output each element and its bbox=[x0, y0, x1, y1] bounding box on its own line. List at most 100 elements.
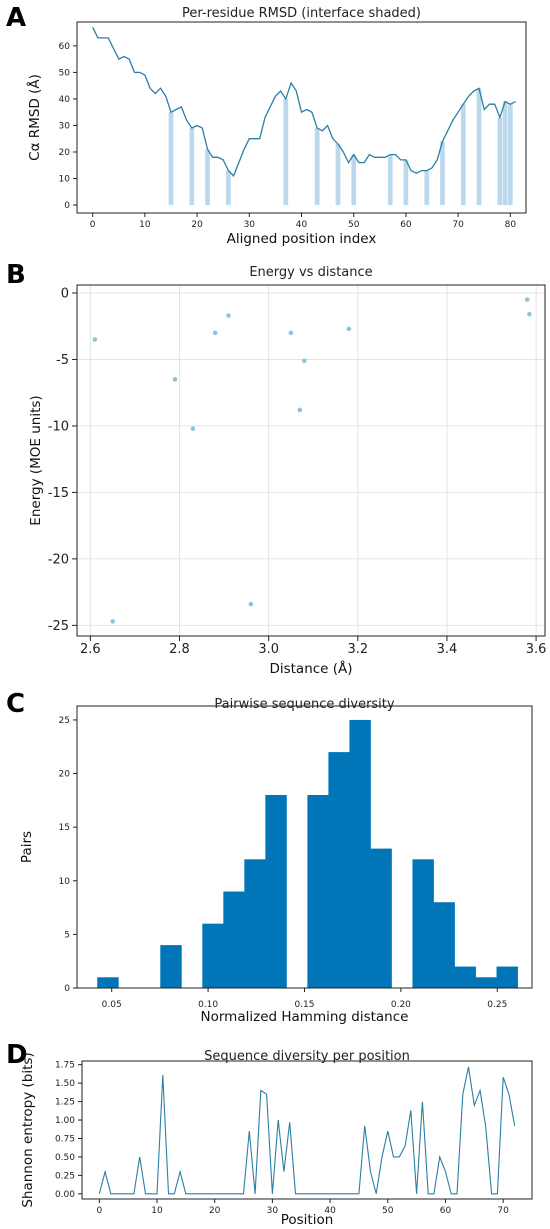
x-tick-label: 3.4 bbox=[437, 642, 458, 657]
x-tick-label: 0.15 bbox=[294, 1000, 314, 1010]
x-tick-label: 70 bbox=[497, 1206, 509, 1216]
interface-shade-bar bbox=[189, 128, 195, 206]
x-tick-label: 60 bbox=[440, 1206, 452, 1216]
panel-letter-b: B bbox=[6, 260, 26, 290]
x-tick-label: 10 bbox=[139, 220, 151, 230]
y-tick-label: 1.25 bbox=[55, 1098, 75, 1108]
interface-shade-bar bbox=[226, 170, 231, 206]
x-tick-label: 40 bbox=[324, 1206, 336, 1216]
scatter-point bbox=[92, 337, 98, 342]
interface-shade-bar bbox=[403, 159, 409, 206]
y-tick-label: -15 bbox=[48, 486, 69, 501]
panel-letter-a: A bbox=[6, 3, 26, 33]
panel-letter-c: C bbox=[6, 689, 25, 719]
histogram-bar bbox=[160, 945, 182, 988]
histogram-bar bbox=[412, 859, 434, 988]
x-axis-label: Aligned position index bbox=[227, 231, 377, 247]
scatter-point bbox=[212, 330, 218, 336]
interface-shade-bar bbox=[440, 141, 445, 206]
y-tick-label: 50 bbox=[59, 68, 71, 78]
x-tick-label: 2.6 bbox=[80, 642, 101, 657]
y-tick-label: -10 bbox=[48, 419, 69, 434]
interface-shade-bar bbox=[460, 104, 466, 206]
y-tick-label: -20 bbox=[48, 552, 69, 567]
x-axis-label: Distance (Å) bbox=[269, 660, 352, 677]
interface-shade-bar bbox=[476, 88, 482, 206]
interface-shade-bar bbox=[497, 117, 503, 206]
scatter-point bbox=[110, 619, 115, 624]
histogram-bar bbox=[307, 794, 329, 988]
x-tick-label: 3.2 bbox=[347, 642, 368, 657]
y-axis-label: Cα RMSD (Å) bbox=[26, 74, 43, 161]
plot-frame bbox=[76, 284, 546, 637]
y-tick-label: 60 bbox=[59, 42, 71, 52]
x-tick-label: 0.25 bbox=[487, 1000, 507, 1010]
x-tick-label: 10 bbox=[151, 1206, 163, 1216]
y-tick-label: -5 bbox=[56, 353, 69, 368]
y-tick-label: 1.00 bbox=[55, 1116, 75, 1126]
y-tick-label: 1.75 bbox=[55, 1061, 75, 1071]
y-tick-label: 0.50 bbox=[55, 1153, 75, 1163]
y-tick-label: 0 bbox=[64, 201, 70, 211]
interface-shade-bar bbox=[507, 104, 513, 206]
x-axis-label: Position bbox=[281, 1212, 334, 1228]
x-tick-label: 20 bbox=[209, 1206, 221, 1216]
histogram-bar bbox=[496, 966, 518, 988]
rmsd-series-line bbox=[92, 27, 516, 178]
x-tick-label: 80 bbox=[505, 220, 517, 230]
interface-shade-bar bbox=[335, 144, 341, 206]
chart-title: Energy vs distance bbox=[249, 265, 372, 280]
y-tick-label: 25 bbox=[59, 716, 70, 726]
scatter-point bbox=[172, 377, 178, 382]
y-axis-label: Pairs bbox=[19, 831, 35, 863]
histogram-bar bbox=[328, 752, 350, 988]
x-tick-label: 0.10 bbox=[198, 1000, 218, 1010]
x-tick-label: 0 bbox=[90, 220, 96, 230]
x-axis-label: Normalized Hamming distance bbox=[201, 1009, 409, 1025]
entropy-series-line bbox=[98, 1066, 516, 1195]
x-tick-label: 3.0 bbox=[258, 642, 279, 657]
y-tick-label: -25 bbox=[48, 619, 69, 634]
scatter-point bbox=[226, 313, 231, 318]
histogram-bar bbox=[475, 977, 497, 988]
x-tick-label: 3.6 bbox=[526, 642, 547, 657]
panel-letter-d: D bbox=[6, 1040, 28, 1070]
x-tick-label: 30 bbox=[267, 1206, 279, 1216]
interface-shade-bar bbox=[351, 154, 357, 206]
histogram-bar bbox=[223, 891, 245, 988]
histogram-bar bbox=[370, 848, 392, 988]
y-tick-label: 40 bbox=[59, 95, 71, 105]
scatter-point bbox=[524, 297, 530, 302]
chart-title: Sequence diversity per position bbox=[204, 1049, 410, 1064]
scatter-point bbox=[346, 326, 352, 332]
plot-frame bbox=[81, 1060, 533, 1200]
y-tick-label: 30 bbox=[59, 121, 71, 131]
histogram-bar bbox=[433, 902, 455, 988]
y-axis-label: Energy (MOE units) bbox=[28, 395, 44, 525]
y-tick-label: 0 bbox=[64, 984, 70, 994]
scatter-point bbox=[288, 330, 294, 336]
plot-frame bbox=[76, 21, 527, 214]
interface-shade-bar bbox=[424, 170, 430, 206]
interface-shade-bar bbox=[387, 154, 393, 206]
scatter-point bbox=[302, 358, 307, 364]
chart-title: Per-residue RMSD (interface shaded) bbox=[182, 6, 421, 21]
y-tick-label: 0.00 bbox=[55, 1190, 75, 1200]
histogram-bar bbox=[454, 966, 476, 988]
x-tick-label: 50 bbox=[348, 220, 360, 230]
chart-title: Pairwise sequence diversity bbox=[214, 697, 394, 712]
scatter-point bbox=[527, 311, 532, 317]
x-tick-label: 60 bbox=[400, 220, 412, 230]
x-tick-label: 30 bbox=[244, 220, 256, 230]
histogram-bar bbox=[244, 859, 266, 988]
x-tick-label: 0.05 bbox=[102, 1000, 122, 1010]
y-tick-label: 0 bbox=[61, 286, 69, 301]
y-tick-label: 15 bbox=[59, 823, 70, 833]
interface-shade-bar bbox=[283, 98, 289, 206]
histogram-bar bbox=[265, 794, 287, 988]
histogram-bar bbox=[97, 977, 119, 988]
y-tick-label: 10 bbox=[59, 877, 71, 887]
interface-shade-bar bbox=[205, 149, 210, 206]
y-tick-label: 1.50 bbox=[55, 1079, 75, 1089]
